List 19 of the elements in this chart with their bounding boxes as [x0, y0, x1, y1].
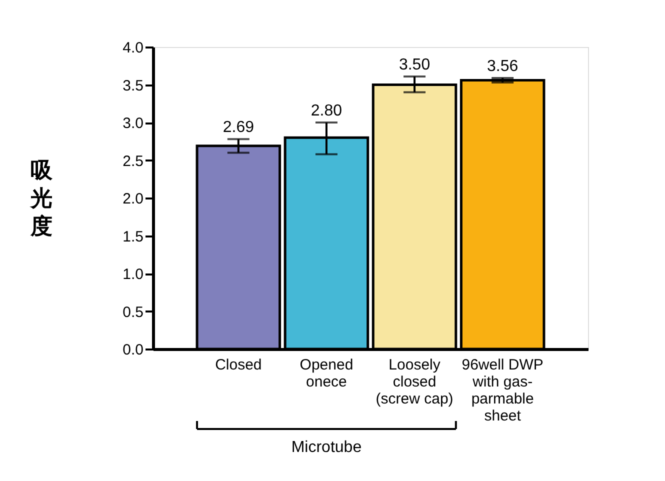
data-label: 2.80	[310, 102, 342, 120]
data-label: 2.69	[222, 119, 254, 136]
y-tick-label: 2.5	[122, 152, 144, 170]
y-axis-title: 吸光度	[30, 158, 54, 238]
y-tick-label: 3.5	[122, 77, 144, 94]
x-tick-label: Closed	[215, 356, 262, 374]
y-tick-label: 2.0	[122, 190, 144, 208]
data-label: 3.50	[398, 56, 430, 74]
y-tick-label: 1.5	[122, 228, 144, 246]
y-tick-label: 3.0	[122, 115, 144, 132]
y-tick-label: 0.5	[122, 304, 144, 321]
x-tick-label: 96well DWP with gas- parmable sheet	[462, 356, 544, 424]
x-tick-label: Loosely closed (screw cap)	[376, 356, 454, 408]
y-tick-label: 0.0	[122, 342, 144, 358]
x-tick-label: Opened onece	[300, 356, 354, 390]
y-tick-label: 1.0	[122, 266, 144, 283]
y-tick-label: 4.0	[122, 40, 144, 56]
text: Microtube	[291, 439, 362, 456]
data-label: 3.56	[487, 58, 518, 75]
